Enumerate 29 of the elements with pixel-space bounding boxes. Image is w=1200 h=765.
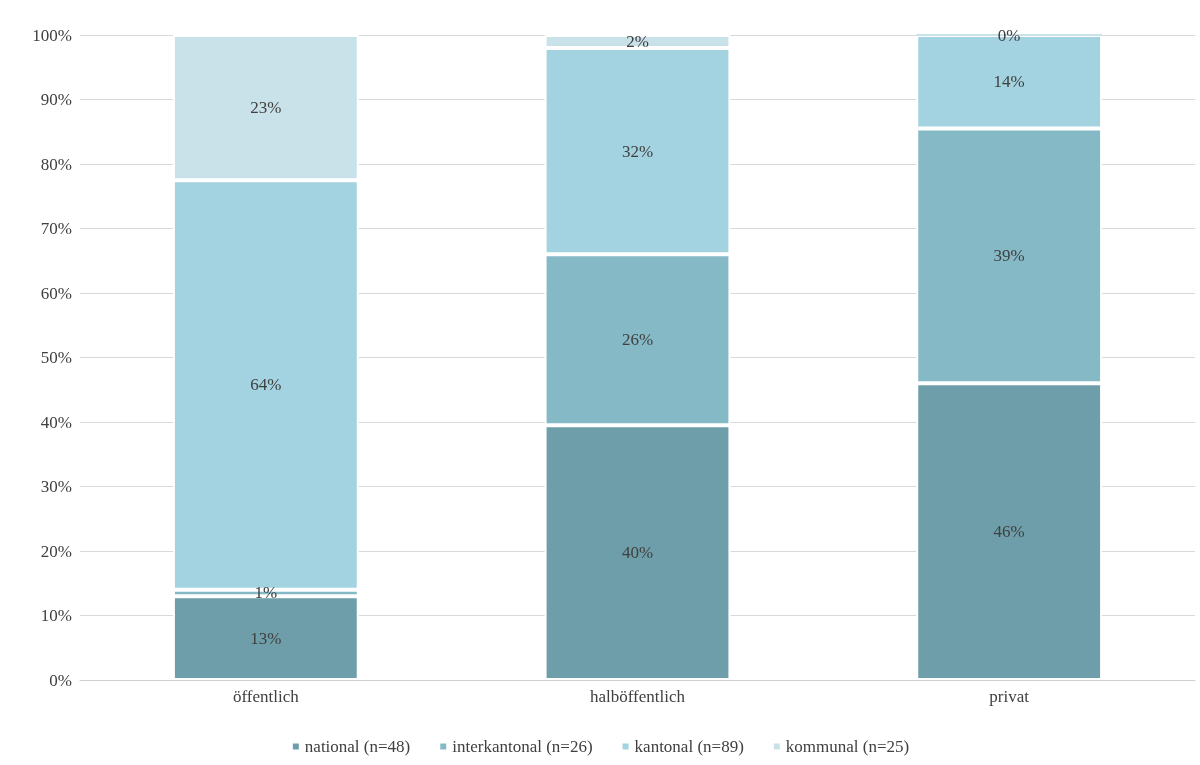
data-label: 64% (250, 375, 282, 395)
x-tick-label: öffentlich (232, 687, 300, 706)
legend-label: kommunal (n=25) (785, 737, 910, 756)
data-label: 13% (250, 628, 282, 648)
y-tick-label: 0% (49, 670, 72, 690)
y-tick-label: 40% (40, 412, 72, 432)
x-tick-label: privat (989, 687, 1030, 706)
data-label: 40% (621, 543, 654, 563)
data-label: 26% (621, 330, 654, 350)
legend-label: kantonal (n=89) (634, 737, 744, 756)
legend-label: national (n=48) (304, 737, 411, 756)
y-tick-label: 70% (40, 219, 72, 238)
y-tick-label: 100% (32, 25, 72, 45)
y-tick-label: 30% (40, 477, 72, 496)
y-tick-label: 10% (40, 606, 72, 625)
y-tick-label: 20% (40, 541, 72, 561)
data-label: 46% (993, 522, 1025, 542)
data-label: 0% (997, 25, 1021, 45)
data-label: 39% (993, 246, 1025, 266)
data-label: 23% (250, 98, 282, 118)
legend-label: interkantonal (n=26) (452, 737, 593, 756)
data-label: 32% (621, 141, 654, 161)
y-tick-label: 90% (40, 90, 72, 109)
y-tick-label: 50% (40, 348, 72, 367)
y-tick-label: 60% (40, 283, 72, 303)
x-tick-label: halböffentlich (589, 687, 686, 706)
data-label: 2% (626, 31, 649, 51)
data-label: 14% (993, 72, 1025, 92)
y-tick-label: 80% (40, 154, 72, 174)
